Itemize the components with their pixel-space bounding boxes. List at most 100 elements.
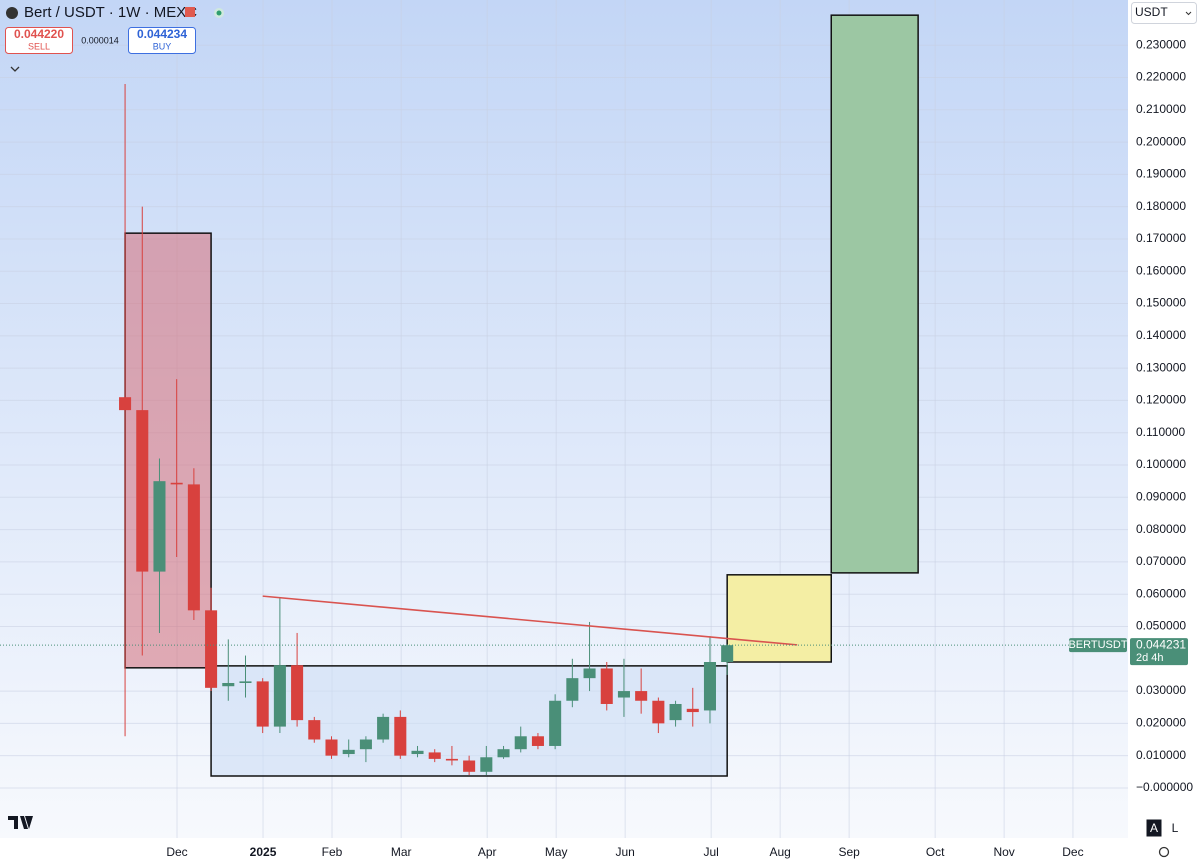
y-tick-label: 0.170000 — [1136, 231, 1186, 245]
candle-body — [377, 716, 390, 740]
sell-button[interactable] — [5, 27, 73, 54]
candle-body — [308, 720, 321, 740]
y-tick-label: 0.210000 — [1136, 102, 1186, 116]
buy-label[interactable]: BUY — [153, 41, 172, 51]
status-dot — [216, 10, 222, 16]
y-tick-label: 0.030000 — [1136, 683, 1186, 697]
y-tick-label: 0.180000 — [1136, 199, 1186, 213]
candle-body — [119, 397, 132, 411]
y-tick-label: 0.230000 — [1136, 37, 1186, 51]
symbol-tag — [1069, 638, 1127, 653]
x-tick-label: Aug — [769, 845, 790, 859]
y-tick-label: 0.190000 — [1136, 167, 1186, 181]
range-box — [830, 14, 919, 574]
candle-body — [514, 736, 527, 750]
candle-body — [600, 668, 613, 704]
symbol-tag-label: BERTUSDT — [1068, 639, 1127, 651]
auto-scale-label[interactable]: A — [1150, 821, 1158, 835]
x-tick-label: Nov — [993, 845, 1014, 859]
currency-label[interactable]: USDT — [1135, 5, 1168, 19]
y-tick-label: −0.000000 — [1136, 780, 1193, 794]
x-tick-label: 2025 — [250, 845, 277, 859]
x-tick-label: Oct — [926, 845, 945, 859]
x-tick-label: Dec — [1062, 845, 1083, 859]
y-tick-label: 0.070000 — [1136, 554, 1186, 568]
y-tick-label: 0.120000 — [1136, 393, 1186, 407]
candle-body — [256, 681, 269, 727]
y-tick-label: 0.080000 — [1136, 522, 1186, 536]
candle-body — [635, 691, 648, 701]
y-tick-label: 0.100000 — [1136, 457, 1186, 471]
y-tick-label: 0.200000 — [1136, 134, 1186, 148]
buy-button[interactable] — [128, 27, 196, 54]
candle-body — [566, 678, 579, 701]
collapse-toggle[interactable] — [10, 66, 20, 72]
candle-body — [549, 700, 562, 746]
y-tick-label: 0.060000 — [1136, 586, 1186, 600]
candle-body — [445, 758, 458, 761]
candle-body — [342, 749, 355, 755]
candle-body — [325, 739, 338, 756]
settings-icon[interactable] — [1158, 846, 1170, 858]
candle-body — [686, 708, 699, 713]
candle-body — [497, 749, 510, 758]
y-tick-label: 0.130000 — [1136, 360, 1186, 374]
sell-label[interactable]: SELL — [28, 41, 50, 51]
y-tick-label: 0.150000 — [1136, 296, 1186, 310]
candle-body — [239, 681, 252, 683]
candle-body — [359, 739, 372, 750]
candle-body — [669, 703, 682, 721]
x-tick-label: Apr — [478, 845, 497, 859]
x-tick-label: Mar — [391, 845, 412, 859]
candle-body — [480, 757, 493, 772]
candle-body — [394, 716, 407, 756]
candle-body — [273, 665, 286, 727]
candle-body — [617, 691, 630, 698]
candle-body — [652, 700, 665, 724]
candle-body — [531, 736, 544, 746]
currency-box[interactable] — [1131, 2, 1197, 24]
buy-price[interactable]: 0.044234 — [137, 27, 187, 41]
x-tick-label: Dec — [166, 845, 187, 859]
range-box — [726, 574, 832, 663]
candle-body — [291, 665, 304, 721]
x-tick-label: Jul — [703, 845, 718, 859]
y-tick-label: 0.160000 — [1136, 263, 1186, 277]
candle-body — [703, 662, 716, 711]
tv-logo — [8, 816, 33, 829]
symbol-title: Bert / USDT · 1W · MEXC — [24, 4, 197, 21]
y-tick-label: 0.050000 — [1136, 619, 1186, 633]
x-tick-label: Sep — [838, 845, 860, 859]
flag-icon — [185, 7, 195, 17]
trend-line — [262, 595, 798, 646]
candle-body — [136, 410, 149, 572]
countdown-label: 2d 4h — [1136, 652, 1164, 664]
sell-price[interactable]: 0.044220 — [14, 27, 64, 41]
auto-scale-button[interactable] — [1146, 819, 1162, 837]
currency-select[interactable]: USDT — [1131, 2, 1197, 24]
candle-body — [153, 481, 166, 572]
candle-body — [222, 682, 235, 687]
logo — [8, 816, 33, 829]
candle-body — [170, 482, 183, 485]
y-tick-label: 0.110000 — [1136, 425, 1185, 439]
log-scale-label[interactable]: L — [1172, 821, 1179, 835]
candle-body — [721, 645, 734, 663]
price-tag-label: 0.044231 — [1136, 637, 1186, 651]
spread: 0.000014 — [81, 35, 119, 45]
candle-body — [583, 668, 596, 679]
currency-arrow[interactable] — [1185, 11, 1192, 16]
y-tick-label: 0.010000 — [1136, 748, 1186, 762]
header: Bert / USDT · 1W · MEXC 0.044220 SELL 0.… — [5, 4, 224, 72]
x-tick-label: Jun — [615, 845, 634, 859]
candle-body — [205, 610, 218, 688]
y-tick-label: 0.090000 — [1136, 489, 1186, 503]
candle-body — [187, 484, 200, 611]
y-tick-label: 0.140000 — [1136, 328, 1186, 342]
x-tick-label: Feb — [322, 845, 343, 859]
candle-body — [411, 750, 424, 755]
symbol-icon — [6, 7, 18, 19]
price-tag — [1130, 638, 1188, 666]
